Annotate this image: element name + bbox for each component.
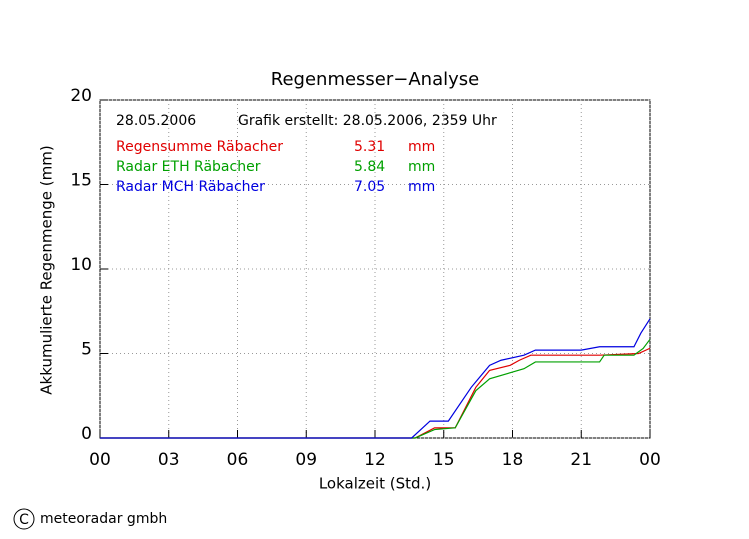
created: Grafik erstellt: 28.05.2006, 2359 Uhr (238, 113, 497, 129)
legend-name: Radar ETH Räbacher (116, 159, 261, 175)
x-tick-label: 21 (570, 450, 592, 470)
y-tick-label: 0 (81, 424, 92, 444)
legend-name: Regensumme Räbacher (116, 139, 283, 155)
x-tick-label: 00 (89, 450, 111, 470)
x-tick-label: 03 (158, 450, 180, 470)
series-line (100, 338, 651, 439)
y-tick-label: 15 (70, 171, 92, 191)
copyright-mark: C (19, 512, 29, 528)
x-tick-label: 09 (295, 450, 317, 470)
legend-total: 5.84 (354, 159, 385, 175)
legend-unit: mm (408, 179, 435, 195)
legend-total: 7.05 (354, 179, 385, 195)
legend-total: 5.31 (354, 139, 385, 155)
y-tick-label: 5 (81, 340, 92, 360)
x-tick-label: 15 (433, 450, 455, 470)
copyright-circle (13, 508, 35, 530)
series-line (100, 318, 651, 439)
y-tick-label: 20 (70, 86, 92, 106)
x-tick-label: 12 (364, 450, 386, 470)
date: 28.05.2006 (116, 113, 196, 129)
footer: meteoradar gmbh (40, 511, 167, 527)
x-tick-label: 06 (227, 450, 249, 470)
x-axis-label: Lokalzeit (Std.) (319, 475, 431, 493)
x-tick-label: 00 (639, 450, 661, 470)
legend-unit: mm (408, 159, 435, 175)
chart-title: Regenmesser−Analyse (271, 69, 479, 90)
legend-unit: mm (408, 139, 435, 155)
x-tick-label: 18 (502, 450, 524, 470)
legend-name: Radar MCH Räbacher (116, 179, 265, 195)
y-tick-label: 10 (70, 255, 92, 275)
y-axis-label: Akkumulierte Regenmenge (mm) (38, 145, 56, 394)
